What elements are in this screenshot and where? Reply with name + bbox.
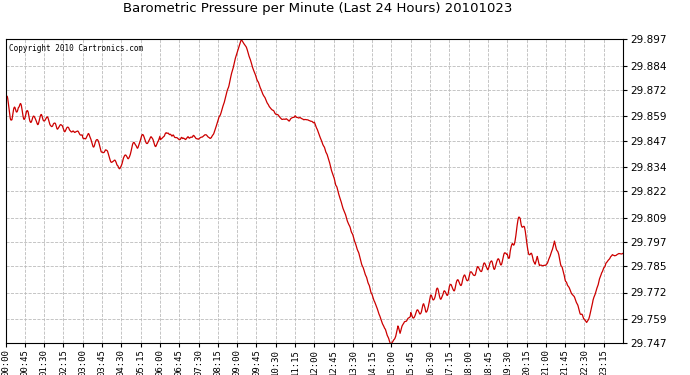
Text: Barometric Pressure per Minute (Last 24 Hours) 20101023: Barometric Pressure per Minute (Last 24 … bbox=[123, 2, 512, 15]
Text: Copyright 2010 Cartronics.com: Copyright 2010 Cartronics.com bbox=[8, 44, 143, 53]
